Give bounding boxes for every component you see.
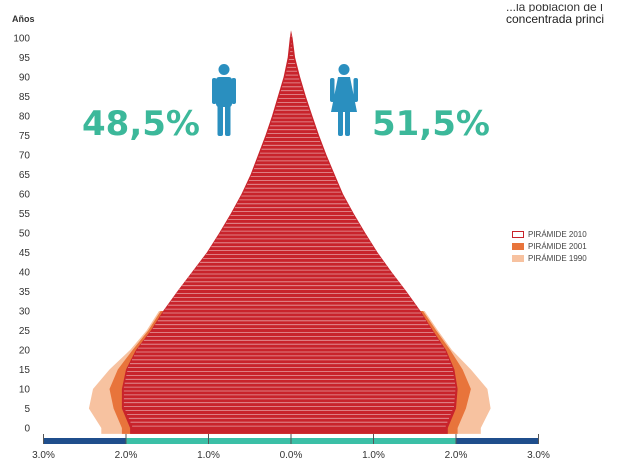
y-tick-label: 15 xyxy=(19,365,31,376)
top-note-line1: ...la población de l xyxy=(506,4,603,12)
y-tick-label: 20 xyxy=(19,346,31,357)
x-tick-label: 1.0% xyxy=(362,450,385,461)
y-tick-label: 50 xyxy=(19,229,31,240)
legend-item-2010: PIRÁMIDE 2010 xyxy=(512,228,587,240)
x-tick-label: 2.0% xyxy=(115,450,138,461)
y-tick-label: 45 xyxy=(19,248,31,259)
pyramid-bars xyxy=(88,30,491,434)
top-note: ...la población de l concentrada princi xyxy=(506,4,604,27)
x-tick-label: 0.0% xyxy=(280,450,303,461)
y-tick-label: 35 xyxy=(19,287,31,298)
x-axis-segment xyxy=(43,438,126,444)
y-tick-label: 75 xyxy=(19,131,31,142)
y-tick-label: 55 xyxy=(19,209,31,220)
y-axis: Años 0 5 10 15 20 25 30 35 40 45 50 55 60 65 70 75 80 85 9… xyxy=(12,14,35,435)
legend-label-2010: PIRÁMIDE 2010 xyxy=(528,229,587,239)
y-tick-label: 30 xyxy=(19,307,31,318)
chart-legend: PIRÁMIDE 2010 PIRÁMIDE 2001 PIRÁMIDE 199… xyxy=(512,228,587,264)
y-tick-label: 10 xyxy=(19,385,31,396)
legend-swatch-1990 xyxy=(512,254,524,262)
y-tick-label: 60 xyxy=(19,190,31,201)
bar-stripes xyxy=(123,35,456,427)
y-tick-label: 85 xyxy=(19,92,31,103)
y-tick-label: 95 xyxy=(19,53,31,64)
y-tick-label: 70 xyxy=(19,151,31,162)
legend-label-2001: PIRÁMIDE 2001 xyxy=(528,241,587,251)
y-tick-label: 100 xyxy=(13,34,30,45)
y-tick-label: 65 xyxy=(19,170,31,181)
male-percent: 48,5% xyxy=(82,104,200,144)
y-tick-label: 80 xyxy=(19,112,31,123)
y-tick-label: 0 xyxy=(24,424,30,435)
x-tick-label: 2.0% xyxy=(445,450,468,461)
legend-item-2001: PIRÁMIDE 2001 xyxy=(512,240,587,252)
y-tick-label: 25 xyxy=(19,326,31,337)
man-icon xyxy=(212,64,236,136)
x-tick-label: 3.0% xyxy=(527,450,550,461)
x-axis: 3.0% 2.0% 1.0% 0.0% 1.0% 2.0% 3.0% xyxy=(32,434,550,461)
legend-label-1990: PIRÁMIDE 1990 xyxy=(528,253,587,263)
pyramid-2010 xyxy=(121,30,458,434)
legend-swatch-2001 xyxy=(512,242,524,250)
y-axis-label: Años xyxy=(12,14,35,24)
legend-swatch-2010 xyxy=(512,230,524,238)
x-tick-label: 1.0% xyxy=(197,450,220,461)
x-tick-label: 3.0% xyxy=(32,450,55,461)
y-tick-label: 40 xyxy=(19,268,31,279)
y-tick-label: 90 xyxy=(19,73,31,84)
top-note-line2: concentrada princi xyxy=(506,12,605,26)
legend-item-1990: PIRÁMIDE 1990 xyxy=(512,252,587,264)
y-tick-label: 5 xyxy=(24,404,30,415)
woman-icon xyxy=(330,64,358,136)
x-axis-segment xyxy=(456,438,539,444)
female-percent: 51,5% xyxy=(372,104,490,144)
